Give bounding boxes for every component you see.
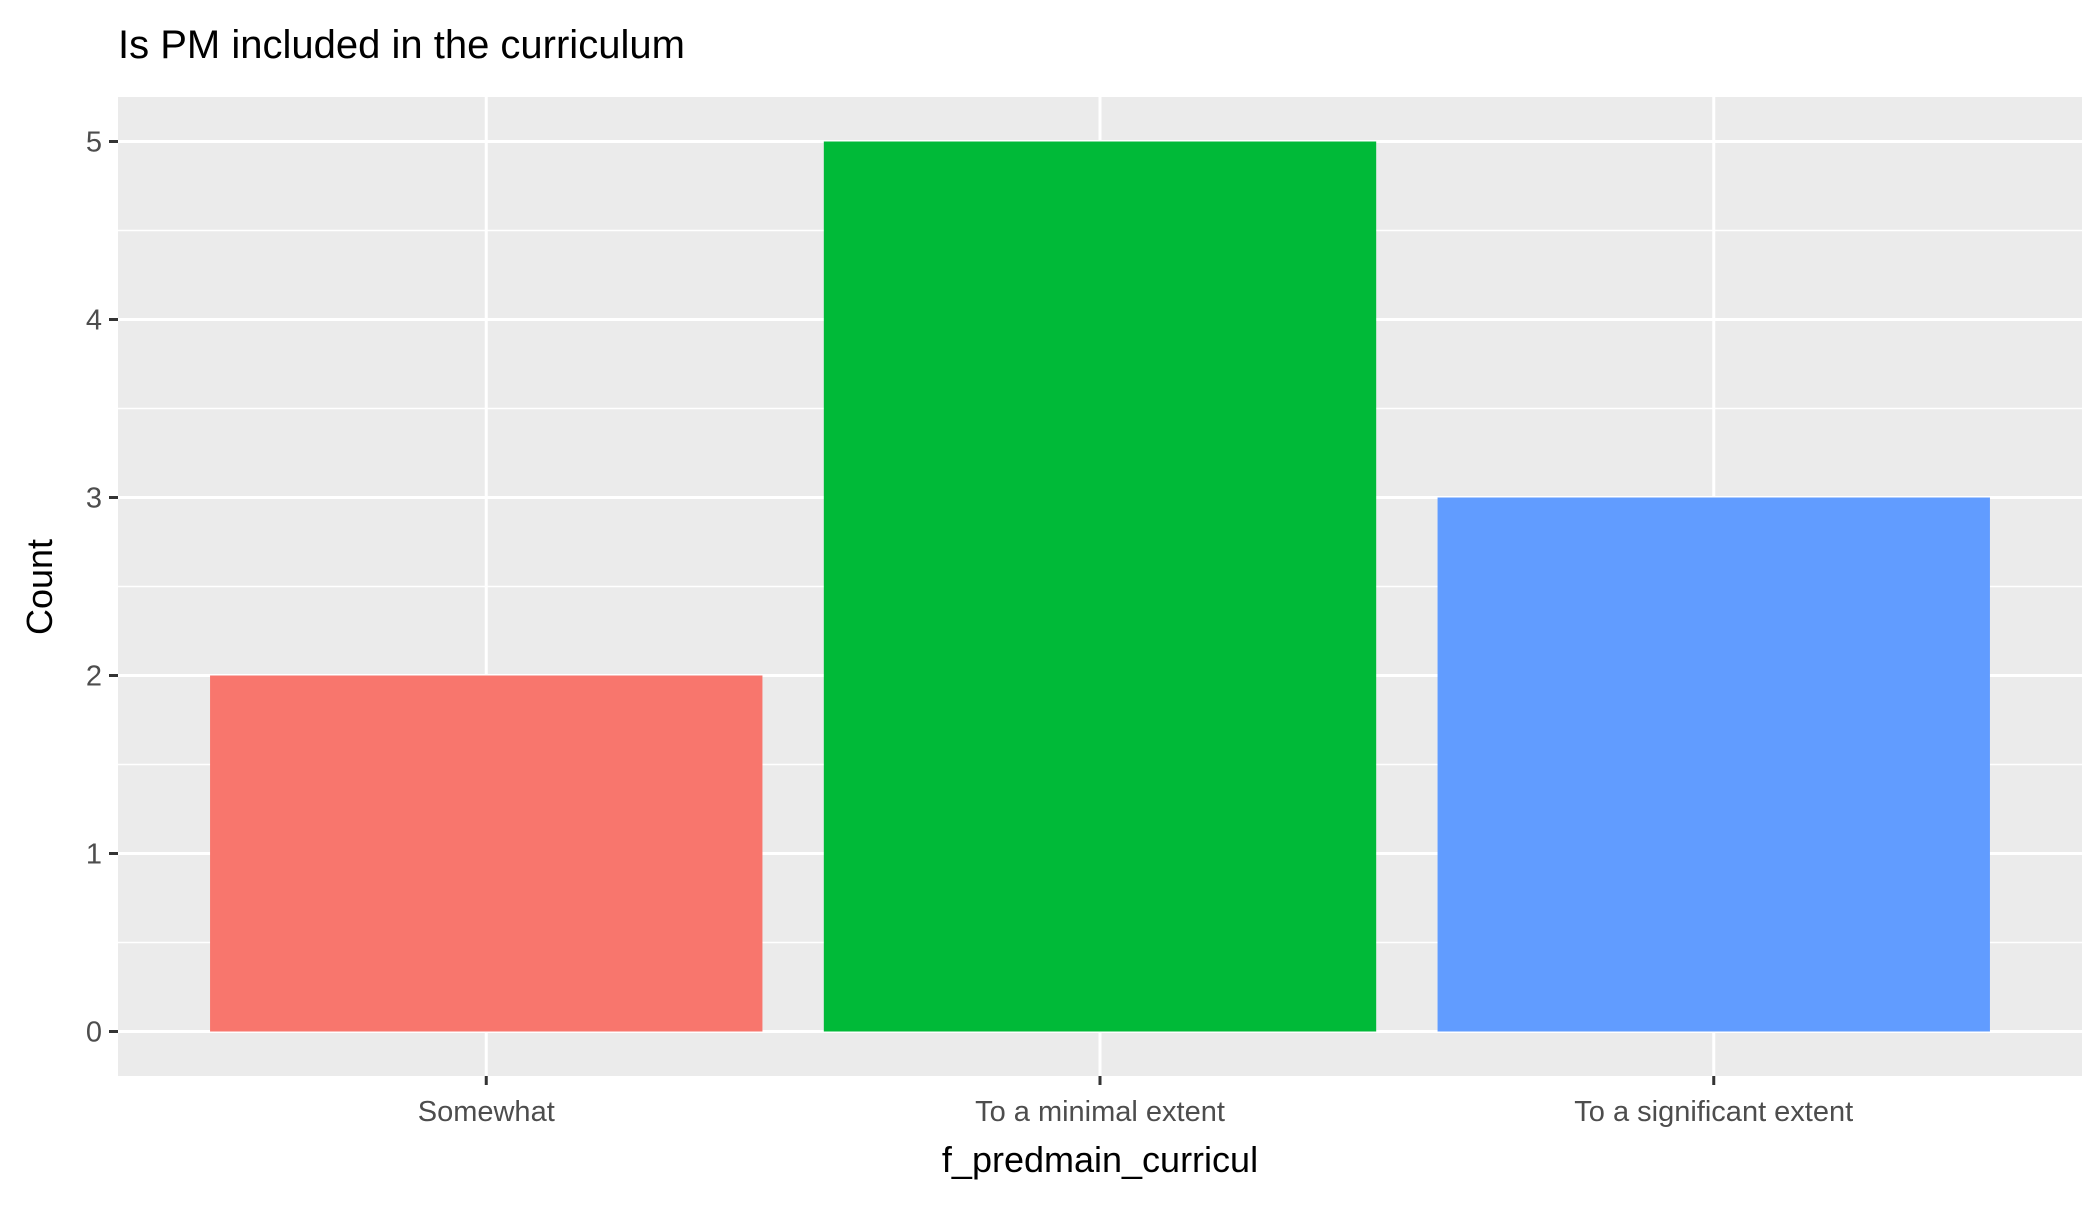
bars-group xyxy=(210,141,1990,1032)
x-tick-label: Somewhat xyxy=(418,1096,555,1128)
y-tick-label: 1 xyxy=(86,839,102,871)
y-tick-label: 5 xyxy=(86,127,102,159)
y-tick-label: 4 xyxy=(86,305,102,337)
x-axis-title: f_predmain_curricul xyxy=(942,1139,1258,1180)
bar-somewhat xyxy=(210,675,763,1032)
y-tick-label: 0 xyxy=(86,1017,102,1049)
chart-title: Is PM included in the curriculum xyxy=(118,23,685,67)
y-tick-label: 2 xyxy=(86,661,102,693)
x-axis: Somewhat To a minimal extent To a signific… xyxy=(418,1076,1853,1128)
x-tick-label: To a minimal extent xyxy=(975,1096,1225,1128)
bar-to-a-significant-extent xyxy=(1437,497,1990,1032)
y-tick-label: 3 xyxy=(86,483,102,515)
x-tick-label: To a significant extent xyxy=(1574,1096,1853,1128)
bar-to-a-minimal-extent xyxy=(823,141,1377,1032)
y-axis-title: Count xyxy=(19,539,60,635)
y-axis: 0 1 2 3 4 5 xyxy=(86,127,118,1049)
